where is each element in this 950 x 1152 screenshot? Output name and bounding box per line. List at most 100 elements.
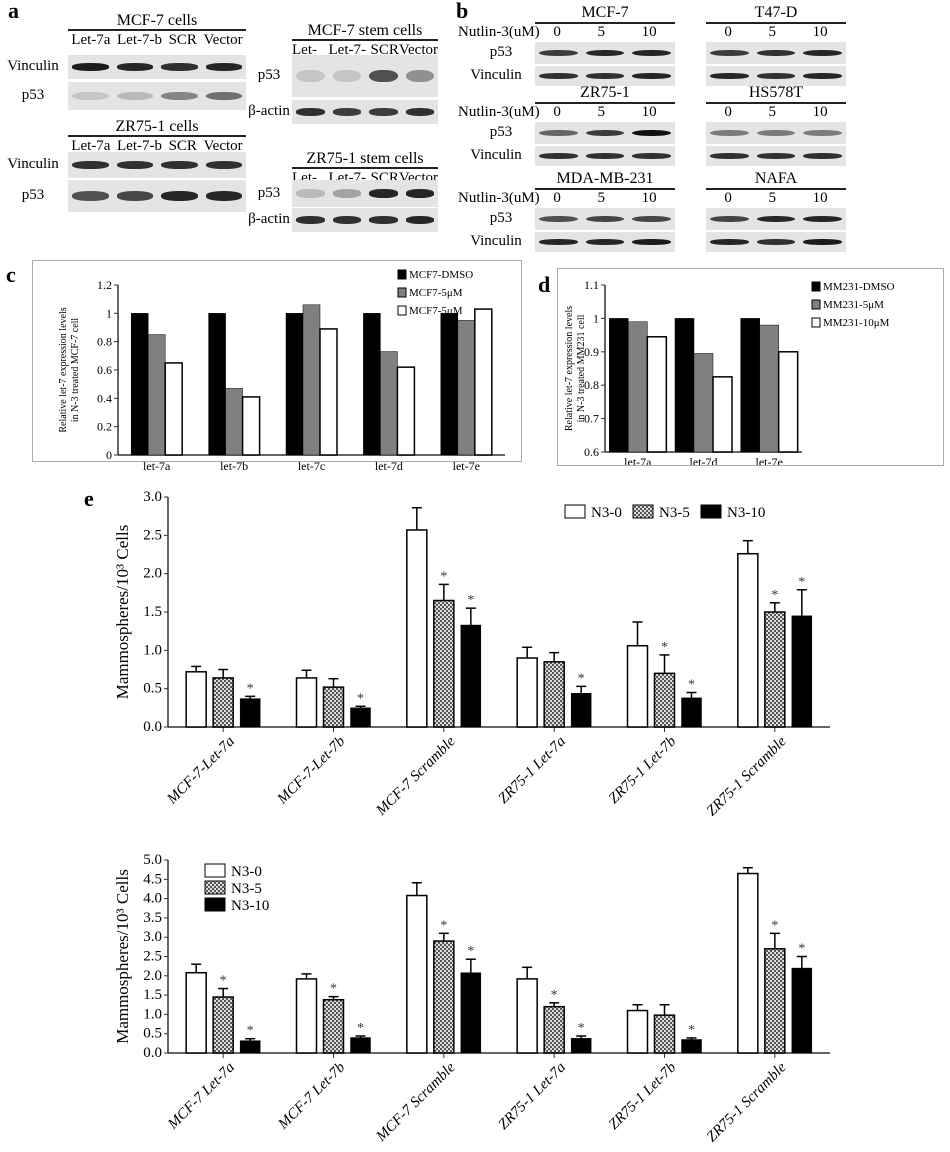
blot-band (332, 108, 361, 116)
divider-line (535, 102, 675, 104)
x-tick-label: MCF-7-Let-7b (274, 733, 349, 808)
legend-label: MM231-DMSO (823, 281, 895, 293)
x-tick-label: MCF-7 Let-7b (275, 1059, 349, 1133)
legend-swatch (700, 504, 722, 519)
blot-band (116, 191, 153, 201)
significance-star: * (440, 569, 447, 584)
treatment-label: Nutlin-3(uM) (458, 104, 540, 120)
bar-d-MM231-10μM-let-7a (646, 336, 668, 453)
bar-e1-N3-5-MCF-7 Scramble (433, 599, 455, 728)
bar-e1-N3-10-MCF-7-Let-7a (239, 698, 261, 728)
legend-swatch (811, 281, 821, 292)
western-blot-vinculin (535, 232, 675, 252)
blot-band (539, 73, 578, 79)
row-label-p53: p53 (489, 44, 513, 60)
blot-band (585, 49, 625, 57)
legend-swatch (204, 863, 226, 878)
y-tick-label: 1.2 (97, 278, 112, 292)
blot-band (710, 239, 749, 245)
cell-line-title: ZR75-1 (580, 84, 630, 101)
lane-label: SCR (168, 32, 197, 48)
dose-label: 0 (553, 190, 561, 206)
blot-band (756, 239, 796, 245)
blot-band (332, 189, 361, 198)
dose-label: 10 (812, 190, 828, 206)
legend-swatch (204, 897, 226, 912)
lane-label: Let-7a (71, 138, 111, 154)
blot-band (539, 153, 578, 159)
bar-e2-N3-0-ZR75-1 Scramble (737, 872, 759, 1054)
bar-e2-N3-5-ZR75-1 Let-7a (543, 1005, 565, 1054)
blot-band (756, 129, 796, 137)
bar-e2-N3-0-ZR75-1 Let-7b (626, 1009, 649, 1054)
blot-band (405, 69, 434, 83)
x-tick-label: ZR75-1 Scramble (704, 1059, 790, 1145)
blot-band (369, 216, 398, 224)
y-axis-label: Relative let-7 expression levelsin N-3 t… (58, 307, 81, 432)
dose-label: 5 (597, 24, 605, 40)
blot-band (161, 63, 198, 71)
significance-star: * (661, 640, 668, 655)
western-blot-vinculin (535, 66, 675, 86)
blot-band (756, 153, 796, 159)
blot-band (632, 239, 671, 245)
blot-band (803, 239, 842, 245)
y-tick-label: 0.2 (97, 420, 112, 434)
blot-band (296, 108, 325, 116)
y-axis-label: Mammospheres/10³ Cells (113, 525, 132, 700)
y-tick-label: 4.5 (143, 871, 162, 887)
blot-band (710, 49, 749, 57)
blot-band (296, 69, 325, 83)
bar-d-MM231-10μM-let-7e (777, 351, 799, 453)
bar-c-MCF7-5μM-let-7a (164, 362, 183, 456)
blot-band (803, 153, 842, 159)
western-blot-vinculin (535, 146, 675, 166)
legend-label: MM231-10μM (823, 317, 890, 329)
bar-e2-N3-5-ZR75-1 Let-7b (653, 1014, 676, 1054)
row-label: p53 (21, 187, 45, 203)
bar-e1-N3-5-MCF-7-Let-7b (322, 686, 345, 728)
row-label-vinculin: Vinculin (470, 147, 522, 163)
row-label: β-actin (248, 103, 290, 119)
blot-band (405, 189, 434, 198)
blot-band (369, 189, 398, 198)
divider-line (292, 39, 438, 41)
y-tick-label: 3.5 (143, 910, 162, 926)
lane-label: Let-7-b (117, 32, 162, 48)
significance-star: * (247, 1024, 254, 1039)
chart-e1: 0.0 0.5 1.0 1.5 2.0 2.5 3.0 Mammospheres/10³ Ce… (113, 489, 830, 819)
significance-star: * (771, 918, 778, 933)
x-tick-label: MCF-7 Scramble (373, 1059, 459, 1145)
blot-band (369, 69, 398, 83)
chart-c: 0 0.2 0.4 0.6 0.8 1 1.2 Relative let-7 expressi… (58, 269, 505, 473)
bar-e1-N3-5-ZR75-1 Scramble (764, 611, 786, 728)
western-blot-p53 (706, 122, 846, 144)
bar-c-MCF7-5μM-let-7c (319, 328, 338, 456)
row-label: p53 (257, 67, 281, 83)
significance-star: * (467, 593, 474, 608)
blot-band (296, 189, 325, 198)
y-axis-label: Mammospheres/10³ Cells (113, 869, 132, 1044)
blot-band (539, 49, 578, 57)
panel-label-e: e (84, 486, 94, 511)
lane-label: SCR (370, 42, 399, 58)
x-tick-label: ZR75-1 Let-7b (606, 733, 680, 807)
row-label-vinculin: Vinculin (470, 67, 522, 83)
lane-label: Vector (203, 138, 243, 154)
blot-band (369, 108, 398, 116)
legend-label: N3-5 (231, 881, 262, 897)
bar-e1-N3-5-ZR75-1 Let-7a (543, 661, 565, 728)
legend-label: MM231-5μM (823, 299, 884, 311)
significance-star: * (551, 988, 558, 1003)
western-blot (68, 180, 246, 212)
y-tick-label: 0.5 (143, 1026, 162, 1042)
chart-d: 0.6 0.7 0.8 0.9 1 1.1 Relative let-7 expressio… (564, 278, 895, 469)
blot-band (72, 63, 109, 71)
dose-labels: 0 5 10 (535, 24, 675, 41)
panel-label-d: d (538, 272, 551, 297)
legend-label: N3-0 (231, 864, 262, 880)
cell-line-title: T47-D (754, 4, 798, 21)
dose-label: 10 (641, 24, 657, 40)
